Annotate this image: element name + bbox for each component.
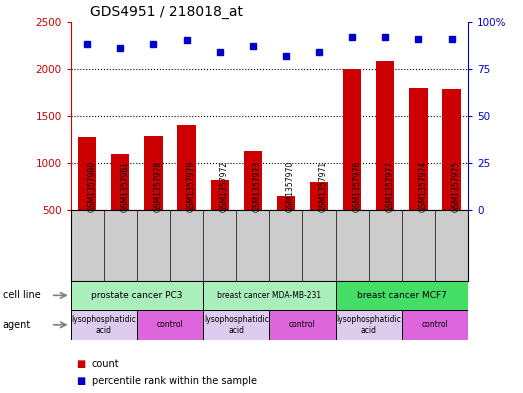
Text: breast cancer MCF7: breast cancer MCF7	[357, 291, 447, 300]
Bar	[376, 61, 394, 257]
Text: GSM1357978: GSM1357978	[153, 161, 163, 212]
Text: GSM1357975: GSM1357975	[451, 161, 461, 212]
Bar	[269, 310, 336, 340]
Bar	[277, 196, 295, 257]
Bar	[336, 281, 468, 310]
Bar	[203, 281, 336, 310]
Text: GSM1357974: GSM1357974	[418, 161, 427, 212]
Text: GSM1357970: GSM1357970	[286, 161, 295, 212]
Text: prostate cancer PC3: prostate cancer PC3	[91, 291, 183, 300]
Text: count: count	[92, 358, 119, 369]
Bar	[410, 88, 427, 257]
Text: ■: ■	[76, 358, 85, 369]
Text: GSM1357971: GSM1357971	[319, 161, 328, 212]
Bar	[177, 125, 196, 257]
Text: GSM1357972: GSM1357972	[220, 161, 229, 212]
Text: ■: ■	[76, 376, 85, 386]
Text: GSM1357973: GSM1357973	[253, 161, 262, 212]
Text: lysophosphatidic
acid: lysophosphatidic acid	[204, 315, 269, 334]
Text: lysophosphatidic
acid: lysophosphatidic acid	[71, 315, 136, 334]
Text: GSM1357976: GSM1357976	[352, 161, 361, 212]
Text: agent: agent	[3, 320, 31, 330]
Text: GSM1357977: GSM1357977	[385, 161, 394, 212]
Text: breast cancer MDA-MB-231: breast cancer MDA-MB-231	[217, 291, 322, 300]
Text: control: control	[422, 320, 448, 329]
Text: percentile rank within the sample: percentile rank within the sample	[92, 376, 256, 386]
Bar	[442, 88, 461, 257]
Bar	[203, 310, 269, 340]
Text: control: control	[156, 320, 184, 329]
Bar	[343, 69, 361, 257]
Bar	[78, 137, 96, 257]
Text: GDS4951 / 218018_at: GDS4951 / 218018_at	[90, 5, 244, 19]
Bar	[71, 310, 137, 340]
Bar	[211, 180, 229, 257]
Bar	[71, 281, 203, 310]
Bar	[244, 151, 262, 257]
Text: control: control	[289, 320, 316, 329]
Bar	[402, 310, 468, 340]
Text: GSM1357980: GSM1357980	[87, 161, 96, 212]
Bar	[144, 136, 163, 257]
Text: lysophosphatidic
acid: lysophosphatidic acid	[336, 315, 401, 334]
Bar	[336, 310, 402, 340]
Text: cell line: cell line	[3, 290, 40, 300]
Text: GSM1357979: GSM1357979	[187, 161, 196, 212]
Bar	[137, 310, 203, 340]
Bar	[310, 182, 328, 257]
Text: GSM1357981: GSM1357981	[120, 162, 129, 212]
Bar	[111, 154, 129, 257]
